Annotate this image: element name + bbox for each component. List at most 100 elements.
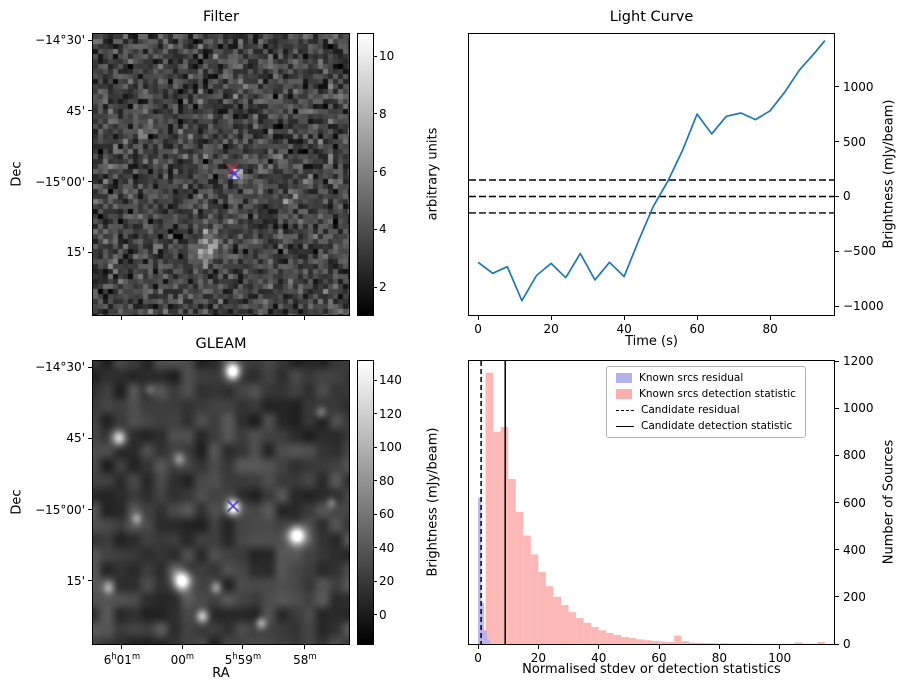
- time-tick-label: 60: [689, 322, 705, 336]
- tick-mark: [88, 181, 92, 183]
- gleam-xlabel: RA: [212, 666, 230, 681]
- hist-bar: [481, 602, 485, 644]
- tick-mark: [374, 547, 377, 549]
- count-tick-label: 0: [843, 637, 851, 651]
- tick-mark: [374, 171, 377, 173]
- gleam-image: [93, 361, 349, 644]
- tick-mark: [374, 286, 377, 288]
- count-tick-label: 1200: [843, 354, 874, 368]
- filter-ylabel: Dec: [9, 161, 25, 187]
- dashed-line-icon: [616, 409, 634, 411]
- tick-mark: [181, 316, 183, 320]
- dec-tick-label: −15°00': [35, 174, 85, 189]
- time-tick-label: 20: [543, 322, 559, 336]
- gleam-colorbar: [357, 360, 374, 645]
- tick-mark: [550, 316, 552, 320]
- tick-mark: [374, 228, 377, 230]
- tick-mark: [88, 437, 92, 439]
- hist-bar: [628, 638, 637, 644]
- filter-colorbar-label: arbitrary units: [425, 127, 441, 221]
- brightness-tick-label: −1000: [843, 299, 884, 314]
- colorbar-tick-label: 6: [379, 164, 387, 179]
- brightness-tick-label: 1000: [843, 79, 874, 94]
- filter-image-axes: [92, 33, 350, 316]
- light-curve-axes: [468, 33, 835, 316]
- tick-mark: [696, 316, 698, 320]
- stat-tick-label: 40: [591, 651, 607, 665]
- hist-bar: [484, 631, 488, 644]
- tick-mark: [374, 379, 377, 381]
- hist-bar: [606, 632, 614, 644]
- tick-mark: [835, 195, 839, 197]
- hist-bar: [568, 612, 577, 644]
- dec-tick-label: −14°30': [35, 33, 85, 48]
- legend: Known srcs residual Known srcs detection…: [606, 366, 806, 438]
- stat-tick-label: 20: [530, 651, 547, 665]
- legend-item-known-residual: Known srcs residual: [616, 372, 796, 384]
- tick-mark: [374, 580, 377, 582]
- light-curve-line: [477, 40, 826, 302]
- legend-label-known-detection: Known srcs detection statistic: [639, 388, 796, 400]
- ra-tick-label: 00m: [170, 651, 195, 667]
- tick-mark: [835, 407, 839, 409]
- tick-mark: [304, 645, 306, 649]
- tick-mark: [374, 446, 377, 448]
- filter-colorbar: [357, 33, 374, 316]
- stat-tick-label: 0: [474, 651, 482, 665]
- colorbar-tick-label: 4: [379, 222, 387, 237]
- residual-patch-icon: [616, 373, 632, 383]
- gleam-ylabel: Dec: [9, 489, 25, 515]
- ra-tick-label: 58m: [293, 651, 317, 667]
- tick-mark: [658, 645, 660, 649]
- dec-tick-label: 15': [66, 245, 85, 260]
- legend-item-candidate-residual: Candidate residual: [616, 404, 796, 416]
- dec-tick-label: −15°00': [35, 502, 85, 517]
- colorbar-tick-label: 100: [379, 440, 402, 455]
- tick-mark: [374, 480, 377, 482]
- colorbar-tick-label: 10: [379, 49, 395, 64]
- tick-mark: [304, 316, 306, 320]
- colorbar-tick-label: 0: [379, 607, 387, 622]
- hist-bar: [689, 642, 697, 644]
- stat-tick-label: 100: [768, 651, 792, 665]
- hist-bar: [591, 627, 599, 644]
- legend-item-known-detection: Known srcs detection statistic: [616, 388, 796, 400]
- count-tick-label: 800: [843, 448, 866, 463]
- hist-bar: [576, 618, 584, 644]
- tick-mark: [598, 645, 600, 649]
- hist-bar: [643, 640, 652, 644]
- tick-mark: [242, 645, 244, 649]
- hist-bar: [478, 497, 482, 644]
- count-tick-label: 400: [843, 542, 866, 557]
- stat-tick-label: 60: [651, 651, 667, 665]
- brightness-tick-label: 500: [843, 134, 866, 149]
- colorbar-tick-label: 60: [379, 507, 395, 522]
- tick-mark: [121, 645, 123, 649]
- tick-mark: [835, 250, 839, 252]
- hist-bar: [538, 572, 546, 644]
- hist-bar: [523, 535, 531, 644]
- hist-bar: [636, 639, 644, 644]
- colorbar-tick-label: 20: [379, 574, 395, 589]
- histogram-plot: [478, 361, 825, 644]
- tick-mark: [779, 645, 781, 649]
- hist-bar: [508, 478, 516, 644]
- tick-mark: [477, 316, 479, 320]
- dec-tick-label: −14°30': [35, 360, 85, 375]
- legend-label-candidate-residual: Candidate residual: [641, 404, 740, 416]
- hist-bar: [515, 511, 524, 644]
- filter-title: Filter: [203, 9, 239, 25]
- tick-mark: [374, 614, 377, 616]
- count-tick-label: 200: [843, 589, 866, 604]
- legend-item-candidate-detection: Candidate detection statistic: [616, 420, 796, 432]
- tick-mark: [88, 110, 92, 112]
- light-curve-xlabel: Time (s): [625, 334, 678, 349]
- hist-bar: [613, 635, 622, 644]
- colorbar-tick-label: 8: [379, 106, 387, 121]
- gleam-image-axes: [92, 360, 350, 645]
- colorbar-tick-label: 2: [379, 280, 387, 295]
- time-tick-label: 80: [762, 322, 778, 336]
- hist-bar: [500, 427, 509, 644]
- count-tick-label: 600: [843, 495, 866, 510]
